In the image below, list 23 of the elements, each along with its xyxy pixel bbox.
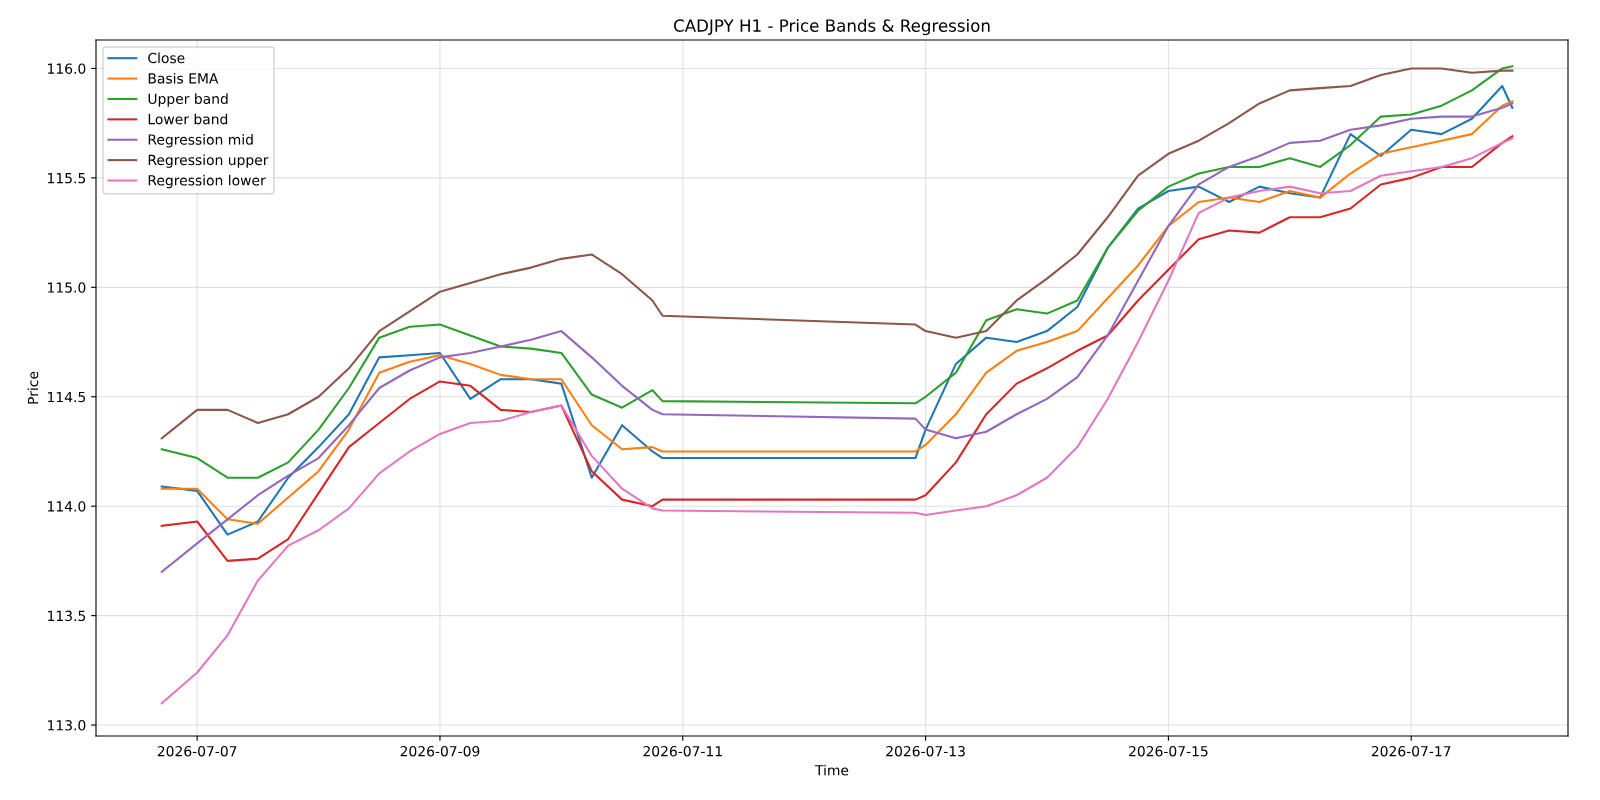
y-tick-label: 115.5 — [48, 173, 86, 184]
x-tick-label: 2026-07-17 — [1371, 745, 1451, 757]
legend-label: Regression mid — [148, 134, 253, 148]
chart-title: CADJPY H1 - Price Bands & Regression — [674, 19, 990, 36]
y-tick-label: 113.5 — [48, 610, 86, 622]
x-tick-label: 2026-07-15 — [1129, 745, 1208, 757]
legend-label: Close — [148, 52, 185, 64]
x-tick-label: 2026-07-13 — [886, 745, 965, 757]
y-tick-label: 116.0 — [48, 63, 86, 74]
x-tick-label: 2026-07-11 — [643, 745, 722, 757]
legend-label: Lower band — [148, 113, 228, 125]
y-tick-label: 113.0 — [48, 720, 86, 731]
x-tick-label: 2026-07-09 — [400, 745, 480, 757]
legend-label: Upper band — [148, 93, 228, 107]
y-tick-label: 114.0 — [48, 501, 86, 512]
legend-label: Regression lower — [148, 174, 266, 189]
legend-label: Basis EMA — [148, 72, 219, 84]
x-tick-label: 2026-07-07 — [157, 745, 237, 757]
legend-label: Regression upper — [148, 154, 269, 168]
y-tick-label: 115.0 — [48, 282, 86, 293]
y-axis-title: Price — [27, 371, 39, 404]
y-tick-label: 114.5 — [48, 391, 86, 403]
x-axis-title: Time — [814, 764, 849, 776]
